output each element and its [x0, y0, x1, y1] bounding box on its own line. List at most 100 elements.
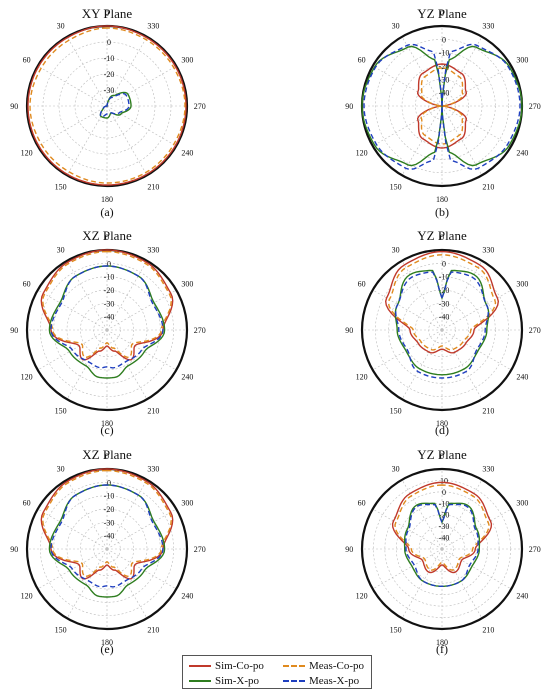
angle-tick-label: 60 [358, 280, 366, 289]
angle-tick-label: 210 [147, 406, 159, 415]
angle-tick-label: 120 [356, 591, 368, 600]
angle-tick-label: 120 [21, 372, 33, 381]
angle-tick-label: 270 [529, 102, 541, 111]
grid-ring [80, 522, 134, 576]
radial-tick-label: -30 [104, 518, 115, 527]
angle-tick-label: 300 [181, 56, 193, 65]
angle-tick-label: 180 [101, 419, 113, 428]
radial-tick-label: -10 [104, 54, 115, 63]
series-sim-co-po [391, 481, 493, 574]
radial-tick-label: -30 [104, 299, 115, 308]
angle-tick-label: 210 [482, 182, 494, 191]
angle-tick-label: 270 [194, 102, 206, 111]
angle-tick-label: 60 [23, 499, 31, 508]
grid-spoke [106, 36, 148, 107]
series-meas-co-po [42, 469, 172, 578]
angle-tick-label: 60 [358, 56, 366, 65]
angle-tick-label: 240 [181, 148, 193, 157]
angle-tick-label: 90 [345, 326, 353, 335]
grid-ring [415, 79, 469, 133]
series-meas-co-po [420, 67, 464, 145]
angle-tick-label: 60 [23, 280, 31, 289]
grid-ring [375, 263, 509, 397]
polar-panel-2: YZ Plane03060901201501802102402703003300… [345, 6, 541, 219]
grid-spoke [66, 260, 108, 331]
angle-tick-label: 90 [10, 102, 18, 111]
angle-tick-label: 90 [345, 545, 353, 554]
angle-tick-label: 300 [516, 499, 528, 508]
grid-spoke [37, 508, 108, 550]
angle-tick-label: 270 [529, 545, 541, 554]
grid-spoke [106, 65, 177, 107]
angle-tick-label: 240 [516, 591, 528, 600]
legend-label-meas-co-po: Meas-Co-po [309, 659, 364, 672]
grid-ring [418, 525, 466, 573]
series-sim-co-po [416, 63, 468, 149]
grid-spoke [106, 329, 148, 400]
angle-tick-label: 180 [436, 419, 448, 428]
angle-tick-label: 90 [10, 545, 18, 554]
grid-ring [80, 303, 134, 357]
series-meas-co-po [394, 484, 490, 571]
grid-spoke [401, 479, 443, 550]
panel-title: XZ Plane [82, 447, 132, 462]
series-sim-x-po [48, 265, 166, 379]
radial-tick-label: -20 [104, 70, 115, 79]
angle-tick-label: 210 [482, 406, 494, 415]
angle-tick-label: 0 [105, 233, 109, 242]
angle-tick-label: 150 [55, 182, 67, 191]
panel-caption: (f) [436, 642, 448, 656]
legend: Sim-Co-po Meas-Co-po Sim-X-po Meas-X-po [182, 655, 372, 689]
radial-tick-label: -20 [104, 286, 115, 295]
radial-tick-label: -20 [104, 505, 115, 514]
series-meas-x-po [363, 43, 521, 171]
grid-spoke [441, 105, 483, 176]
grid-spoke [441, 36, 483, 107]
grid-spoke [441, 105, 512, 147]
grid-spoke [37, 289, 108, 331]
angle-tick-label: 300 [516, 280, 528, 289]
angle-tick-label: 120 [21, 148, 33, 157]
angle-tick-label: 0 [440, 233, 444, 242]
angle-tick-label: 330 [482, 246, 494, 255]
grid-spoke [401, 105, 443, 176]
grid-spoke [441, 65, 512, 107]
radial-tick-label: -40 [439, 89, 450, 98]
grid-ring [40, 482, 174, 616]
angle-tick-label: 180 [436, 195, 448, 204]
radial-tick-label: -40 [439, 534, 450, 543]
panel-title: YZ Plane [417, 447, 467, 462]
radial-tick-label: -10 [439, 273, 450, 282]
grid-spoke [106, 289, 177, 331]
radial-tick-label: -10 [104, 492, 115, 501]
angle-tick-label: 60 [23, 56, 31, 65]
grid-ring [375, 39, 509, 173]
angle-tick-label: 180 [436, 638, 448, 647]
series-meas-x-po [50, 484, 164, 588]
grid-spoke [37, 105, 108, 147]
grid-spoke [66, 105, 108, 176]
angle-tick-label: 300 [516, 56, 528, 65]
grid-spoke [441, 289, 512, 331]
panel-title: YZ Plane [417, 6, 467, 21]
angle-tick-label: 330 [482, 22, 494, 31]
grid-spoke [106, 508, 177, 550]
angle-tick-label: 210 [147, 182, 159, 191]
radial-tick-label: 0 [442, 488, 446, 497]
panel-caption: (c) [100, 423, 113, 437]
angle-tick-label: 30 [392, 246, 400, 255]
panel-caption: (d) [435, 423, 449, 437]
panel-title: XY Plane [82, 6, 133, 21]
series-meas-x-po [50, 265, 164, 369]
polar-panel-5: XZ Plane03060901201501802102402703003300… [10, 447, 206, 656]
angle-tick-label: 150 [390, 406, 402, 415]
polar-panel-6: YZ Plane03060901201501802102402703003301… [345, 447, 541, 656]
legend-item-meas-co-po: Meas-Co-po [283, 658, 364, 673]
grid-spoke [106, 105, 148, 176]
angle-tick-label: 180 [101, 638, 113, 647]
angle-tick-label: 300 [181, 499, 193, 508]
radial-tick-label: 0 [442, 259, 446, 268]
panel-caption: (e) [100, 642, 113, 656]
grid-spoke [66, 36, 108, 107]
